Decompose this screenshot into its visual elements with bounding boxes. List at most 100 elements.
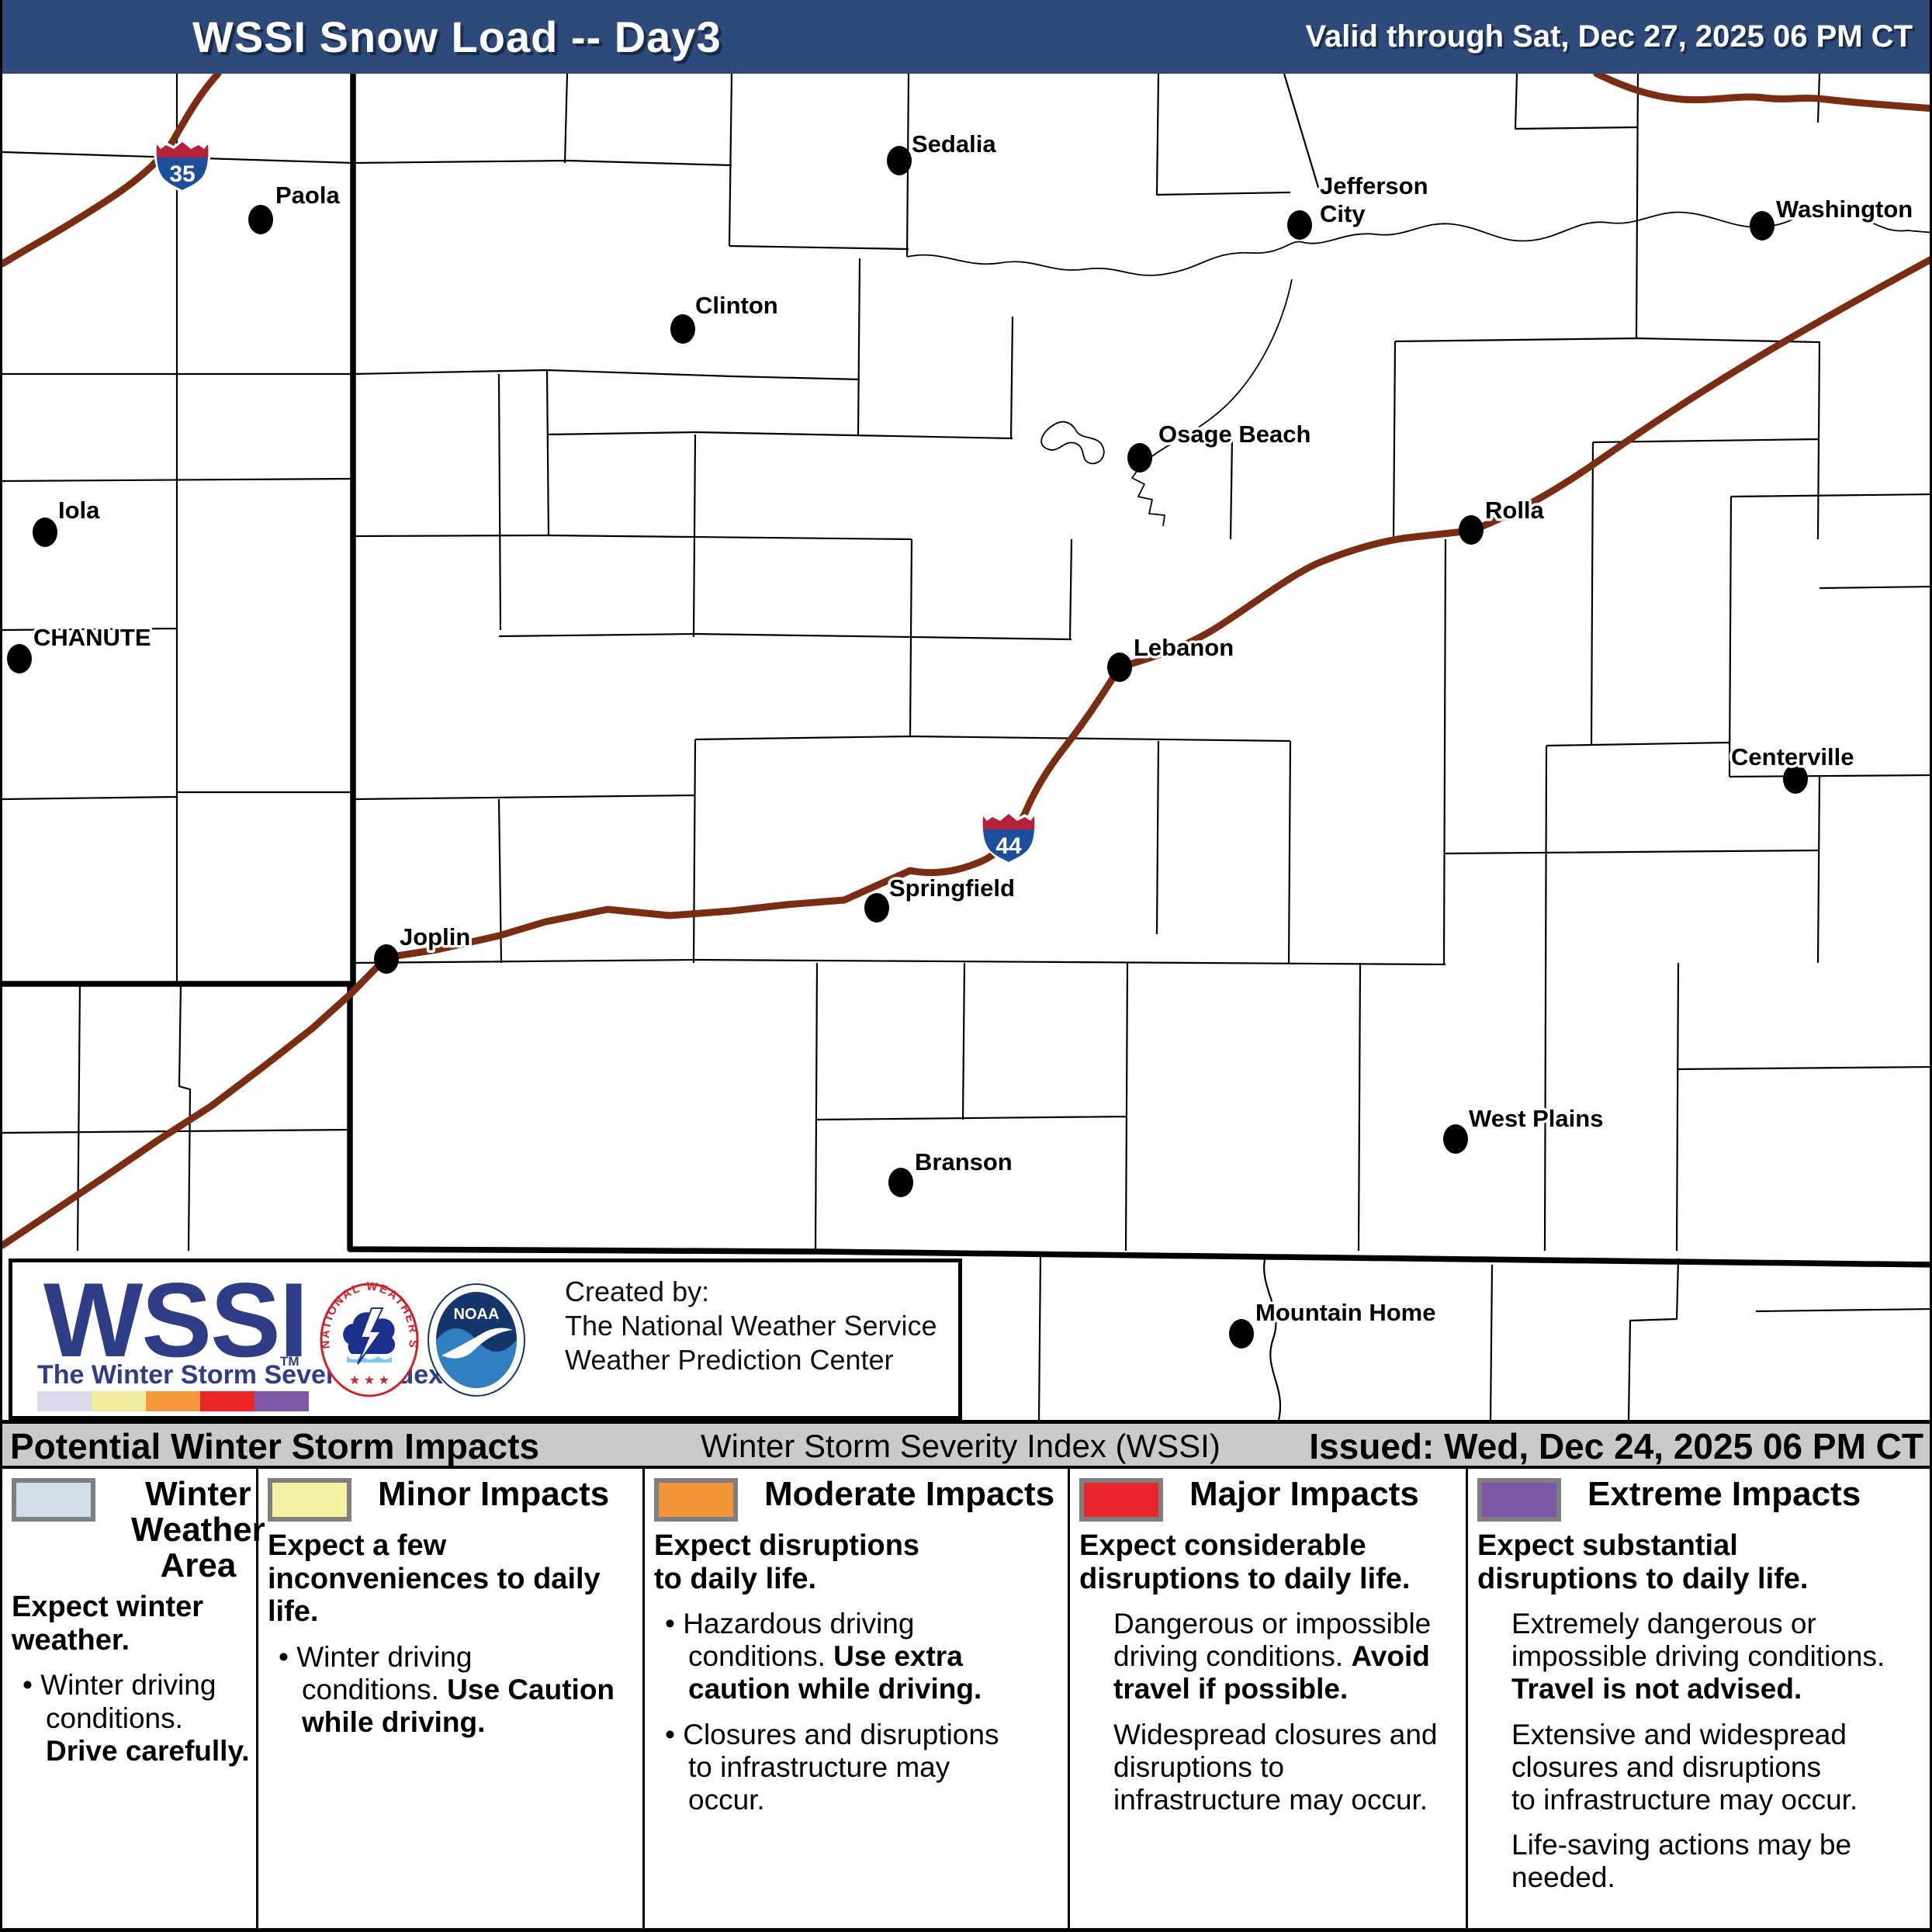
city-label: Paola — [275, 182, 340, 209]
city-marker-chanute: CHANUTE — [7, 621, 154, 673]
impacts-banner: Potential Winter Storm Impacts Winter St… — [2, 1420, 1930, 1469]
city-label: Mountain Home — [1255, 1299, 1436, 1326]
severity-strip-swatch — [37, 1391, 92, 1411]
city-dot — [864, 893, 889, 923]
legend-swatch — [1477, 1478, 1561, 1522]
legend-lead-text: Expect considerable disruptions to daily… — [1079, 1529, 1411, 1595]
map-background — [2, 74, 1930, 1420]
city-dot — [670, 314, 695, 344]
city-label: Iola — [58, 497, 100, 524]
legend-item: Life-saving actions may be needed. — [1511, 1829, 1852, 1894]
legend-title: Extreme Impacts — [1587, 1475, 1861, 1513]
city-marker-west-plains: West Plains — [1443, 1103, 1606, 1154]
legend-column-winter-weather-area: Winter Weather Area Expect winter weather… — [2, 1469, 265, 1928]
county-lines-arkansas — [1037, 1255, 1930, 1421]
city-marker-jefferson-city: Jefferson City — [1287, 170, 1431, 240]
banner-issued-text: Issued: Wed, Dec 24, 2025 06 PM CT — [1309, 1426, 1923, 1466]
noaa-logo-icon: NOAA — [428, 1283, 525, 1397]
legend-item-bold-text: Travel is not advised. — [1511, 1673, 1802, 1705]
interstate-35-shield-icon: 35 — [153, 139, 212, 193]
interstate-44-road — [2, 256, 1930, 1249]
interstate-44-shield-icon: 44 — [979, 811, 1038, 865]
legend-item-bold-text: Use extra caution while driving. — [688, 1640, 982, 1705]
created-by-line: The National Weather Service — [565, 1309, 937, 1342]
city-marker-springfield: Springfield — [864, 872, 1017, 923]
city-label: Osage Beach — [1158, 421, 1311, 448]
severity-strip-swatch — [92, 1391, 146, 1411]
nws-logo-icon: NATIONAL WEATHER SERVICE ★ ★ ★ — [319, 1282, 419, 1397]
wssi-logo: WSSI — [43, 1261, 309, 1379]
city-dot — [1127, 443, 1152, 473]
valid-through-text: Valid through Sat, Dec 27, 2025 06 PM CT — [1305, 19, 1913, 54]
shield-number: 35 — [169, 161, 195, 187]
county-lines-south-missouri — [352, 258, 1930, 1252]
legend-title: Major Impacts — [1189, 1475, 1419, 1513]
city-dot — [7, 644, 32, 673]
legend-item: Widespread closures and disruptions to i… — [1113, 1718, 1438, 1816]
legend-lead-text: Expect winter weather. — [12, 1591, 204, 1657]
interstate-70-road — [1593, 70, 1930, 113]
city-dot — [1443, 1124, 1468, 1154]
city-markers-layer: Paola Sedalia Jefferson City Washington Clint… — [7, 128, 1916, 1349]
city-dot — [1750, 211, 1774, 241]
city-marker-iola: Iola — [33, 494, 103, 547]
city-dot — [1287, 210, 1312, 240]
city-label: Joplin — [400, 923, 470, 950]
city-marker-clinton: Clinton — [670, 289, 781, 344]
city-marker-sedalia: Sedalia — [887, 128, 999, 175]
header-bar: WSSI Snow Load -- Day3 Valid through Sat… — [2, 0, 1930, 74]
impacts-legend: Winter Weather Area Expect winter weather… — [2, 1469, 1930, 1932]
legend-item-bold-text: Use Caution while driving. — [302, 1673, 615, 1738]
city-label: Jefferson City — [1320, 172, 1428, 227]
city-label: West Plains — [1469, 1105, 1603, 1132]
legend-lead-text: Expect substantial disruptions to daily … — [1477, 1529, 1809, 1595]
city-label: Sedalia — [912, 130, 996, 158]
city-marker-rolla: Rolla — [1459, 494, 1547, 545]
legend-item-bold-text: Drive carefully. — [46, 1734, 250, 1767]
created-by-text: Created by: The National Weather Service W… — [565, 1275, 937, 1377]
noaa-text: NOAA — [454, 1306, 500, 1323]
wssi-severity-color-strip — [37, 1391, 309, 1411]
banner-left-title: Potential Winter Storm Impacts — [10, 1426, 540, 1466]
severity-strip-swatch — [146, 1391, 200, 1411]
city-dot — [374, 944, 399, 974]
interstate-35-road — [2, 70, 222, 268]
city-marker-washington: Washington — [1750, 193, 1916, 241]
created-by-line: Created by: — [565, 1276, 710, 1307]
legend-item: Extensive and widespread closures and di… — [1511, 1718, 1858, 1816]
created-by-line: Weather Prediction Center — [565, 1343, 894, 1376]
city-dot — [1229, 1319, 1254, 1349]
city-marker-osage-beach: Osage Beach — [1127, 418, 1314, 473]
legend-title: Moderate Impacts — [764, 1475, 1055, 1513]
legend-lead-text: Expect disruptions to daily life. — [654, 1529, 920, 1595]
legend-swatch — [1079, 1478, 1163, 1522]
city-marker-paola: Paola — [248, 179, 343, 234]
legend-title: Minor Impacts — [378, 1475, 610, 1513]
city-label: Branson — [915, 1148, 1013, 1175]
page-title: WSSI Snow Load -- Day3 — [192, 12, 722, 61]
legend-item: • Closures and disruptions to infrastruc… — [665, 1718, 999, 1816]
legend-item: • Winter driving conditions. Drive caref… — [23, 1669, 250, 1767]
svg-text:★ ★ ★: ★ ★ ★ — [349, 1374, 390, 1387]
legend-swatch — [12, 1478, 95, 1522]
city-dot — [1107, 653, 1132, 682]
state-border-kansas-missouri — [2, 74, 356, 987]
city-label: Clinton — [695, 292, 778, 319]
city-dot — [33, 518, 57, 547]
banner-center-title: Winter Storm Severity Index (WSSI) — [701, 1428, 1220, 1464]
legend-title: Winter Weather Area — [131, 1475, 265, 1584]
city-marker-joplin: Joplin — [374, 921, 473, 974]
legend-swatch — [654, 1478, 738, 1522]
shield-number: 44 — [995, 833, 1022, 859]
legend-column-minor-impacts: Minor Impacts Expect a few inconveniences… — [258, 1469, 645, 1928]
trademark-symbol: TM — [280, 1354, 299, 1369]
city-dot — [1783, 764, 1808, 794]
city-label: Lebanon — [1134, 634, 1234, 661]
city-marker-branson: Branson — [888, 1146, 1015, 1197]
severity-strip-swatch — [200, 1391, 254, 1411]
city-label: Rolla — [1485, 497, 1545, 524]
city-marker-centerville: Centerville — [1729, 741, 1857, 794]
city-dot — [887, 146, 912, 175]
legend-item-bold-text: Avoid travel if possible. — [1113, 1640, 1430, 1705]
city-dot — [248, 205, 273, 234]
